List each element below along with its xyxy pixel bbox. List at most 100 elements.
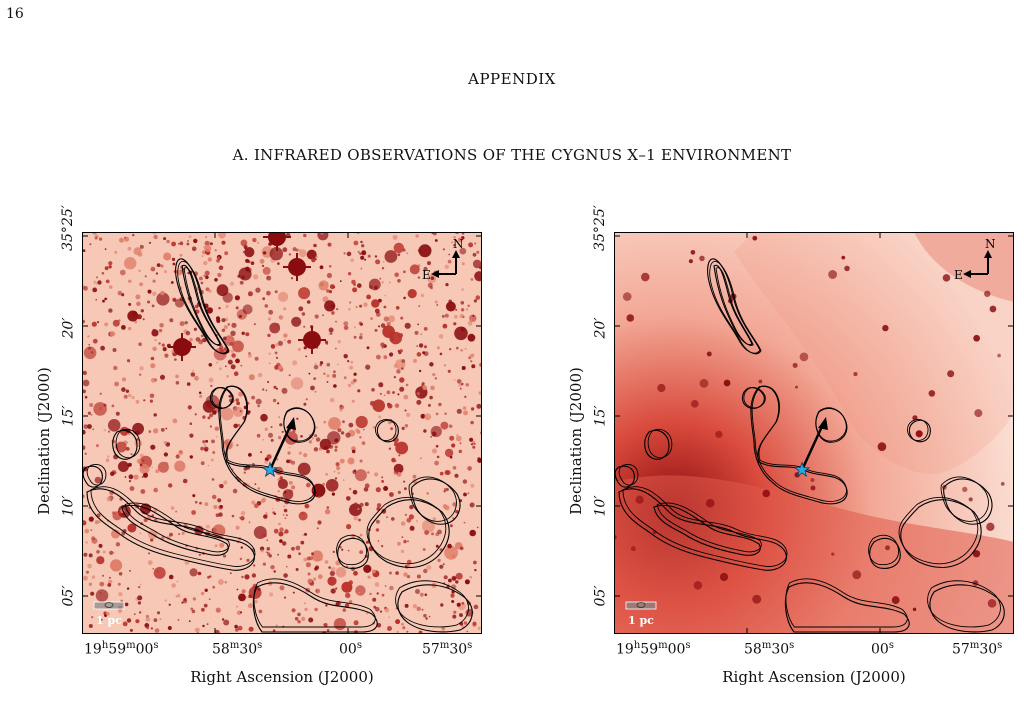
star-point <box>217 256 221 260</box>
star-point <box>319 557 323 561</box>
star-point <box>397 393 400 396</box>
star-point <box>202 624 205 628</box>
star-point <box>215 607 221 613</box>
star-point <box>354 469 367 482</box>
star-point <box>359 459 363 463</box>
star-point <box>288 481 293 485</box>
radio-contour-inner <box>907 419 929 441</box>
point-source <box>699 378 709 388</box>
star-point <box>444 448 454 458</box>
star-point <box>316 527 319 530</box>
star-point <box>194 500 198 504</box>
star-point <box>333 618 346 631</box>
star-point <box>333 384 337 388</box>
star-point <box>450 524 453 528</box>
radio-contour-inner <box>211 387 234 409</box>
star-point <box>236 588 239 591</box>
star-point <box>240 516 245 521</box>
star-point <box>210 384 213 388</box>
star-point <box>404 513 407 516</box>
star-point <box>467 466 472 471</box>
star-point <box>112 551 115 554</box>
star-point <box>449 424 453 428</box>
star-point <box>147 560 153 565</box>
point-source <box>844 265 850 272</box>
star-point <box>233 406 244 417</box>
star-point <box>92 287 98 293</box>
star-point <box>415 589 420 594</box>
star-point <box>383 394 386 397</box>
star-point <box>204 235 208 239</box>
star-point <box>216 284 229 297</box>
star-point <box>278 315 284 320</box>
star-point <box>277 553 279 556</box>
star-point <box>328 290 332 294</box>
star-point <box>328 265 332 268</box>
star-point <box>324 560 329 564</box>
star-point <box>474 242 477 245</box>
star-point <box>354 502 357 505</box>
star-point <box>203 444 206 447</box>
star-point <box>395 619 401 625</box>
star-point <box>102 299 105 303</box>
star-point <box>405 383 409 387</box>
star-point <box>158 342 161 345</box>
star-point <box>257 487 260 490</box>
star-point <box>327 576 337 586</box>
star-point <box>281 387 288 394</box>
star-point <box>133 613 136 615</box>
star-point <box>212 410 217 415</box>
star-point <box>471 440 475 444</box>
star-point <box>127 523 137 533</box>
star-point <box>277 340 283 346</box>
star-point <box>115 542 121 547</box>
star-point <box>283 505 286 508</box>
star-point <box>135 294 141 300</box>
compass-n-label: N <box>985 237 996 251</box>
star-point <box>346 496 351 501</box>
star-point <box>331 492 335 496</box>
star-point <box>114 381 119 387</box>
star-point <box>339 280 342 282</box>
star-point <box>330 567 336 572</box>
star-point <box>153 234 158 240</box>
xtick-right-3: 57m30s <box>952 640 1003 658</box>
cygnus-x1-star-marker <box>261 461 279 478</box>
star-point <box>277 262 280 265</box>
star-point <box>286 459 290 464</box>
star-point <box>207 464 210 467</box>
star-point <box>348 422 354 428</box>
star-point <box>99 581 105 587</box>
star-point <box>278 365 283 370</box>
star-point <box>147 300 151 304</box>
star-point <box>122 377 126 382</box>
star-point <box>159 323 164 328</box>
star-point <box>442 504 448 509</box>
star-point <box>212 585 216 589</box>
star-point <box>359 332 363 336</box>
xtick-left-3: 57m30s <box>422 640 473 658</box>
point-source <box>715 430 723 439</box>
star-point <box>441 626 446 631</box>
star-point <box>290 377 304 390</box>
star-point <box>406 630 409 633</box>
star-point <box>241 589 246 594</box>
star-point <box>291 608 296 613</box>
star-point <box>296 417 299 420</box>
star-point <box>393 375 397 379</box>
star-point <box>311 436 315 440</box>
star-point <box>283 573 288 578</box>
section-title: A. INFRARED OBSERVATIONS OF THE CYGNUS X… <box>232 146 792 164</box>
compass-arrows <box>968 256 989 275</box>
star-point <box>154 628 160 633</box>
star-point <box>462 406 467 410</box>
point-source <box>912 607 917 612</box>
star-point <box>219 349 222 352</box>
star-point <box>455 580 459 584</box>
star-point <box>303 557 308 562</box>
ytick-left-1: 20′ <box>60 317 77 339</box>
star-point <box>268 432 273 438</box>
star-point <box>456 434 459 437</box>
star-point <box>176 593 181 598</box>
star-point <box>397 349 400 353</box>
